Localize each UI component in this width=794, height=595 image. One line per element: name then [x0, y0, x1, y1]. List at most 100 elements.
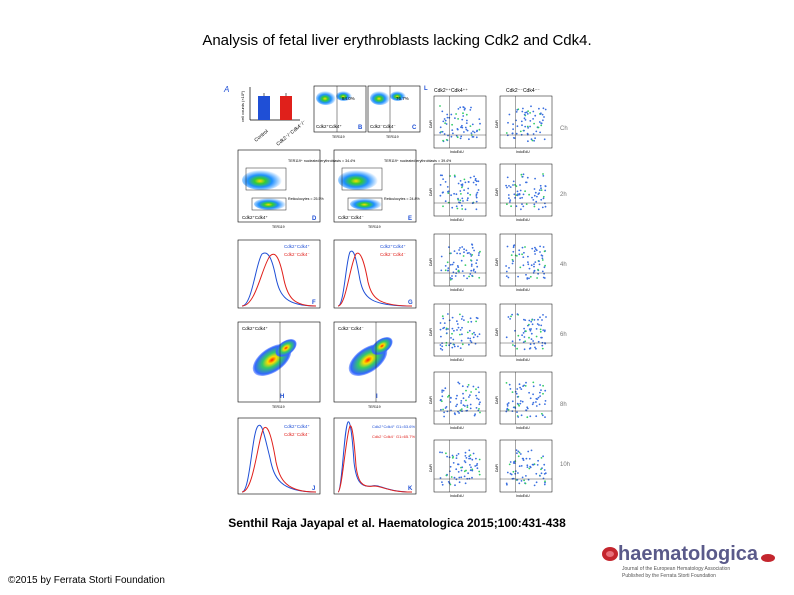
- scatter-point: [441, 349, 444, 351]
- scatter-point: [537, 126, 540, 129]
- scatter-point: [511, 258, 514, 261]
- scatter-point: [467, 337, 469, 339]
- scatter-point: [467, 187, 470, 190]
- scatter-point: [529, 343, 532, 346]
- panel-letter-h: H: [280, 394, 284, 400]
- bar-knockout-label: Cdk2⁻/⁻Cdk4⁻/⁻: [275, 119, 307, 147]
- scatter-point: [468, 449, 471, 452]
- scatter-point: [505, 265, 507, 267]
- scatter-point: [523, 348, 526, 351]
- scatter-point: [476, 463, 479, 465]
- scatter-point: [451, 454, 454, 457]
- scatter-point: [534, 137, 536, 140]
- scatter-point: [450, 194, 452, 197]
- scatter-point: [544, 189, 547, 192]
- scatter-point: [531, 463, 534, 466]
- scatter-point: [468, 252, 470, 254]
- scatter-point: [443, 411, 445, 414]
- panel-j: Cdk2⁺Cdk4⁺ Cdk2⁻Cdk4⁻ J: [237, 417, 321, 495]
- scatter-point: [512, 128, 514, 131]
- scatter-point: [441, 110, 444, 113]
- scatter-point: [523, 318, 525, 321]
- panel-l-ylabel: DAPI: [495, 328, 499, 336]
- scatter-point: [520, 414, 523, 417]
- scatter-point: [453, 476, 456, 479]
- scatter-point: [535, 335, 538, 338]
- scatter-point: [542, 392, 544, 395]
- scatter-point: [541, 257, 544, 260]
- scatter-point: [469, 253, 472, 256]
- scatter-point: [459, 199, 462, 202]
- scatter-point: [459, 180, 462, 182]
- scatter-point: [518, 193, 521, 195]
- panel-l-xlabel: IndoEdU: [450, 426, 464, 430]
- scatter-point: [468, 275, 470, 278]
- scatter-point: [538, 403, 541, 406]
- scatter-point: [478, 403, 481, 406]
- scatter-point: [516, 411, 518, 413]
- scatter-point: [505, 275, 508, 277]
- scatter-point: [439, 451, 441, 454]
- scatter-point: [505, 132, 508, 134]
- scatter-point: [532, 118, 534, 120]
- panel-letter-i: I: [376, 394, 378, 400]
- scatter-point: [531, 403, 534, 406]
- scatter-point: [535, 328, 538, 330]
- scatter-point: [456, 252, 458, 255]
- scatter-point: [459, 329, 462, 331]
- scatter-point: [522, 205, 525, 208]
- panel-i: Cdk2⁻Cdk4⁻ I TER119: [333, 321, 417, 409]
- scatter-point: [511, 340, 514, 343]
- scatter-point: [527, 140, 529, 143]
- scatter-point: [509, 318, 511, 320]
- panel-g-legend1: Cdk2⁺Cdk4⁺: [380, 244, 406, 249]
- panel-e-gate1: TER119⁺ nucleated erythroblasts = 39.4%: [384, 159, 452, 163]
- panel-h-label: Cdk2⁺Cdk4⁺: [242, 326, 268, 331]
- scatter-point: [543, 250, 546, 253]
- scatter-point: [457, 198, 460, 201]
- scatter-point: [536, 277, 538, 279]
- scatter-point: [478, 408, 480, 410]
- scatter-point: [445, 123, 448, 125]
- panel-c-xlabel: TER119: [386, 135, 399, 139]
- scatter-point: [519, 453, 522, 455]
- scatter-point: [451, 206, 454, 209]
- scatter-point: [538, 192, 540, 195]
- scatter-point: [532, 340, 534, 342]
- scatter-point: [514, 407, 517, 409]
- scatter-point: [440, 408, 442, 411]
- scatter-point: [544, 185, 547, 188]
- panel-l-plot: [499, 95, 553, 149]
- scatter-point: [460, 135, 463, 138]
- scatter-point: [462, 404, 465, 406]
- scatter-point: [457, 453, 460, 455]
- scatter-point: [466, 277, 468, 280]
- scatter-point: [532, 199, 535, 201]
- scatter-point: [521, 124, 523, 127]
- scatter-point: [465, 113, 468, 116]
- scatter-point: [472, 130, 474, 133]
- panel-l-plot: [433, 163, 487, 217]
- scatter-point: [457, 381, 460, 384]
- scatter-point: [516, 396, 519, 398]
- scatter-point: [463, 189, 465, 191]
- scatter-point: [455, 478, 458, 481]
- panel-letter-c: C: [412, 125, 417, 131]
- scatter-point: [517, 193, 519, 195]
- panel-letter-e: E: [408, 216, 412, 222]
- panel-l-plot: [433, 303, 487, 357]
- scatter-point: [515, 111, 518, 113]
- scatter-point: [448, 394, 450, 397]
- scatter-point: [474, 465, 477, 467]
- scatter-point: [524, 385, 527, 387]
- panel-l-plot: [499, 303, 553, 357]
- scatter-point: [506, 245, 509, 248]
- scatter-point: [454, 484, 456, 487]
- scatter-point: [542, 119, 544, 122]
- scatter-point: [445, 332, 448, 334]
- scatter-point: [525, 203, 528, 205]
- scatter-point: [540, 472, 543, 475]
- scatter-point: [455, 468, 458, 471]
- panel-l-xlabel: IndoEdU: [450, 494, 464, 498]
- scatter-point: [533, 203, 536, 206]
